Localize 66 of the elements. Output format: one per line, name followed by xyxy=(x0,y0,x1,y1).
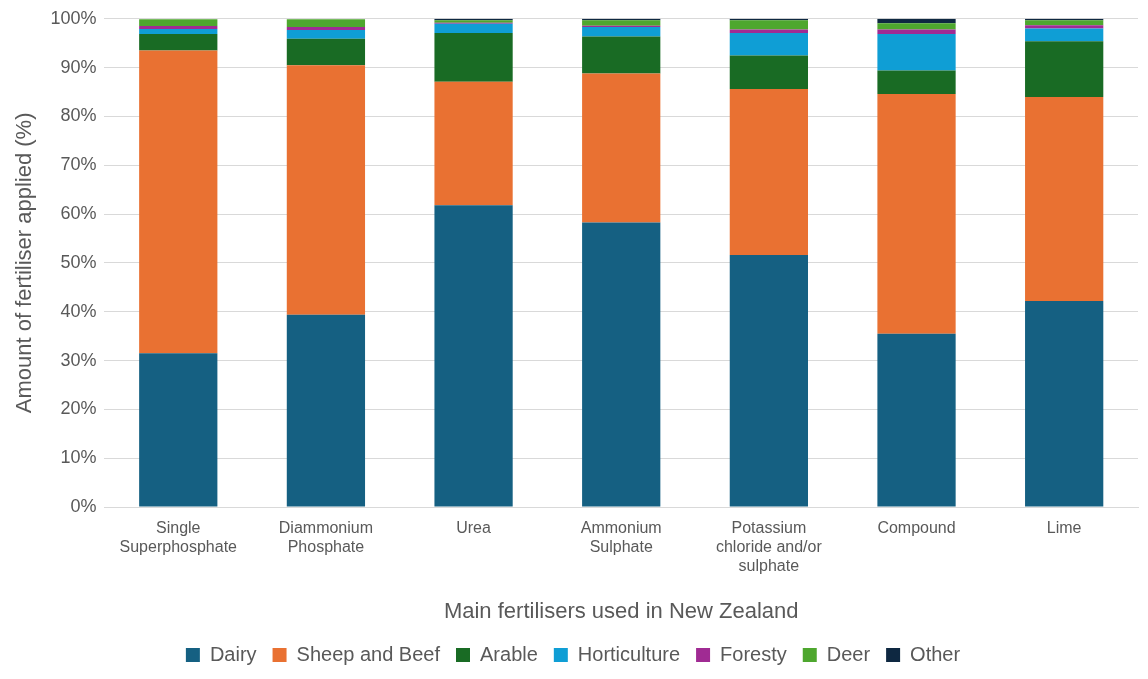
bar xyxy=(1025,96,1104,301)
bar xyxy=(139,26,218,30)
bar xyxy=(434,32,513,82)
bar xyxy=(286,314,366,507)
bar xyxy=(434,205,513,507)
legend-label: Arable xyxy=(480,642,538,665)
x-tick-label: Ammonium Sulphate xyxy=(580,519,662,556)
y-tick-label: 40% xyxy=(60,300,97,321)
bar xyxy=(286,65,366,315)
bar xyxy=(582,27,661,37)
y-tick-label: 80% xyxy=(60,105,97,126)
y-tick-label: 20% xyxy=(60,398,97,419)
y-tick-label: 10% xyxy=(60,447,97,468)
y-tick-label: 60% xyxy=(60,203,97,224)
bar xyxy=(582,73,661,223)
bar xyxy=(877,18,956,24)
x-tick-label: Potassium chloride and/or sulphate xyxy=(715,519,823,575)
y-tick-label: 70% xyxy=(60,154,97,175)
y-tick-label: 100% xyxy=(50,7,97,28)
bar xyxy=(877,23,956,30)
bar xyxy=(286,30,366,39)
x-tick-label: Single Superphosphate xyxy=(119,519,238,556)
bar xyxy=(582,36,661,74)
x-tick-label: Compound xyxy=(877,519,956,537)
x-tick-label: Lime xyxy=(1046,519,1082,537)
bar xyxy=(877,333,956,507)
y-tick-label: 90% xyxy=(60,56,97,77)
y-tick-label: 0% xyxy=(70,495,97,516)
bar xyxy=(1025,41,1104,97)
bar xyxy=(877,33,956,71)
bar xyxy=(877,93,956,334)
bar xyxy=(729,32,808,56)
bar xyxy=(1025,300,1104,507)
x-tick-label: Urea xyxy=(456,519,491,537)
bar xyxy=(434,23,513,33)
bar xyxy=(286,27,366,31)
bar xyxy=(1025,25,1104,29)
bar xyxy=(139,29,218,34)
bar xyxy=(139,19,218,27)
bar xyxy=(729,89,808,256)
bar xyxy=(286,19,366,28)
legend-label: Other xyxy=(910,642,961,665)
y-tick-label: 50% xyxy=(60,251,97,272)
bar xyxy=(139,353,218,507)
bar xyxy=(729,20,808,30)
x-tick-label: Diammonium Phosphate xyxy=(278,519,374,556)
legend-label: Dairy xyxy=(209,642,257,665)
legend-label: Sheep and Beef xyxy=(296,642,441,665)
bar xyxy=(877,29,956,34)
legend-label: Deer xyxy=(826,642,871,665)
bar xyxy=(1025,28,1104,42)
bar xyxy=(582,20,661,26)
bar xyxy=(729,255,808,507)
legend-label: Foresty xyxy=(720,642,787,665)
bar xyxy=(434,81,513,206)
bar xyxy=(729,55,808,90)
bar xyxy=(286,38,366,66)
x-axis-title: Main fertilisers used in New Zealand xyxy=(443,597,799,623)
y-axis-title: Amount of fertiliser applied (%) xyxy=(11,112,37,414)
y-tick-label: 30% xyxy=(60,349,97,370)
bar xyxy=(139,33,218,51)
legend-label: Horticulture xyxy=(577,642,681,665)
bar xyxy=(877,70,956,94)
bar xyxy=(582,222,661,507)
bar xyxy=(1025,20,1104,26)
bar xyxy=(139,50,218,354)
